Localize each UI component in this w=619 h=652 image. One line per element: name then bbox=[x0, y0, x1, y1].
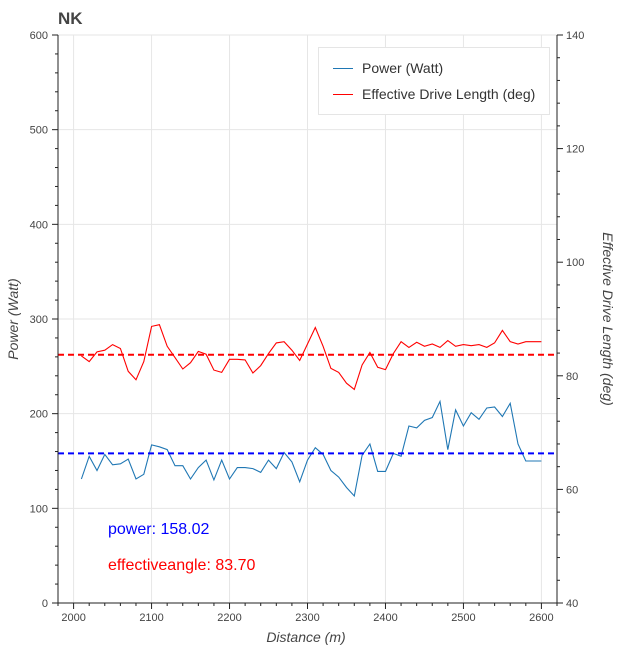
power-series-line bbox=[80, 399, 542, 498]
axes: 2000 2100 2200 2300 2400 2500 2600 0 100 200 300 40… bbox=[30, 30, 585, 624]
annotation-power-label: power: bbox=[108, 521, 161, 538]
grid-lines bbox=[58, 34, 557, 604]
legend-item-effective[interactable]: Effective Drive Length (deg) bbox=[333, 84, 535, 104]
y2-tick-label: 80 bbox=[566, 371, 578, 383]
x-tick-label: 2500 bbox=[451, 612, 475, 624]
legend-swatch-effective bbox=[333, 93, 353, 95]
annotation-effectiveangle: effectiveangle: 83.70 bbox=[108, 557, 255, 575]
y2-tick-label: 40 bbox=[566, 598, 578, 610]
x-tick-label: 2000 bbox=[61, 612, 85, 624]
y2-tick-label: 120 bbox=[566, 144, 584, 156]
x-tick-label: 2400 bbox=[373, 612, 397, 624]
y2-axis-label: Effective Drive Length (deg) bbox=[600, 232, 616, 406]
effective-drive-length-series-line bbox=[81, 324, 542, 391]
y-tick-label: 500 bbox=[30, 125, 48, 137]
y-tick-label: 200 bbox=[30, 409, 48, 421]
y-tick-label: 100 bbox=[30, 503, 48, 515]
y2-tick-label: 140 bbox=[566, 30, 584, 42]
annotation-power-value: 158.02 bbox=[160, 521, 210, 538]
y-tick-label: 600 bbox=[30, 30, 48, 42]
legend-item-power[interactable]: Power (Watt) bbox=[333, 58, 443, 78]
y-axis-label: Power (Watt) bbox=[5, 278, 21, 359]
chart-title: NK bbox=[58, 9, 83, 28]
y2-tick-label: 100 bbox=[566, 257, 584, 269]
x-tick-label: 2100 bbox=[139, 612, 163, 624]
x-tick-label: 2300 bbox=[295, 612, 319, 624]
legend: Power (Watt) Effective Drive Length (deg… bbox=[318, 47, 550, 115]
legend-swatch-power bbox=[333, 67, 353, 69]
y-tick-label: 0 bbox=[42, 598, 48, 610]
x-tick-label: 2200 bbox=[217, 612, 241, 624]
series-layer bbox=[58, 324, 557, 498]
y-tick-label: 400 bbox=[30, 219, 48, 231]
y-tick-label: 300 bbox=[30, 314, 48, 326]
x-axis-label: Distance (m) bbox=[266, 629, 345, 645]
annotation-effectiveangle-label: effectiveangle: bbox=[108, 557, 216, 574]
y2-tick-label: 60 bbox=[566, 484, 578, 496]
legend-label-effective: Effective Drive Length (deg) bbox=[362, 86, 536, 102]
annotation-power: power: 158.02 bbox=[108, 521, 209, 539]
legend-label-power: Power (Watt) bbox=[362, 60, 444, 76]
x-tick-label: 2600 bbox=[529, 612, 553, 624]
annotation-effectiveangle-value: 83.70 bbox=[215, 557, 256, 574]
